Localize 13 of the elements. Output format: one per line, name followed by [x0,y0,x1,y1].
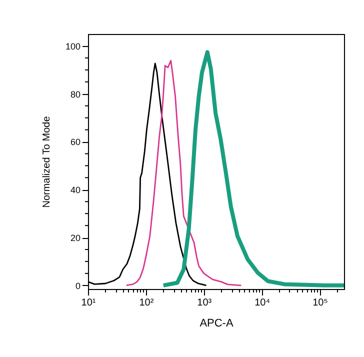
y-tick-label: 60 [70,137,80,148]
y-axis-title: Normalized To Mode [41,116,52,208]
y-tick-label: 40 [70,185,80,196]
y-tick-label: 20 [70,233,80,244]
x-axis-title: APC-A [200,318,234,330]
x-tick-label: 10⁵ [312,298,328,308]
x-tick-label: 10⁴ [254,298,270,308]
x-tick-label: 10³ [197,298,212,308]
y-tick-label: 0 [75,280,80,291]
x-tick-label: 10² [139,298,154,308]
y-tick-label: 80 [70,89,80,100]
x-tick-label: 10¹ [81,298,96,308]
y-tick-label: 100 [65,41,80,52]
